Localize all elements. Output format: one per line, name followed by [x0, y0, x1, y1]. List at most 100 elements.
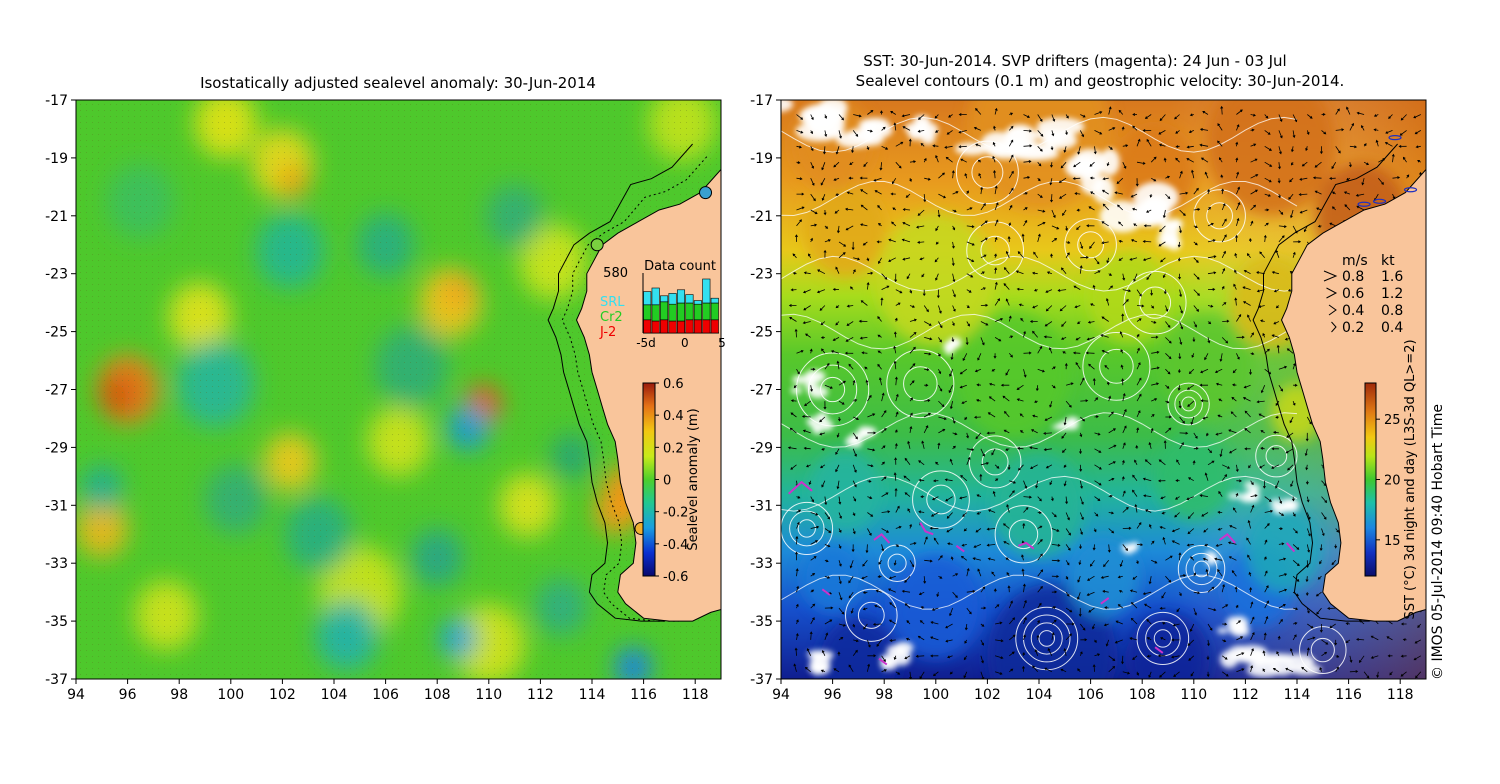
velocity-arrow [1292, 528, 1298, 534]
velocity-arrow [1243, 301, 1251, 306]
velocity-arrow [1051, 225, 1060, 230]
velocity-arrow [793, 384, 797, 389]
velocity-arrow [1146, 138, 1152, 147]
velocity-arrow [1108, 127, 1116, 131]
velocity-arrow [796, 509, 802, 513]
y-tick-label: -27 [45, 383, 68, 399]
velocity-arrow [1319, 623, 1323, 633]
velocity-arrow [909, 289, 913, 294]
y-tick-label: -25 [750, 325, 773, 341]
velocity-arrow [852, 623, 856, 628]
velocity-arrow [1136, 393, 1142, 402]
velocity-arrow [810, 603, 816, 609]
data-count-bar [676, 289, 686, 304]
velocity-arrow [1005, 448, 1010, 451]
velocity-arrow [1201, 512, 1209, 517]
velocity-arrow [1206, 432, 1209, 437]
velocity-arrow [1301, 161, 1308, 167]
velocity-arrow [1193, 208, 1201, 211]
velocity-arrow [1199, 128, 1209, 131]
velocity-arrow [790, 412, 797, 418]
velocity-arrow [1143, 224, 1152, 228]
velocity-arrow [1102, 589, 1109, 593]
velocity-arrow [852, 130, 859, 137]
velocity-arrow [1065, 576, 1069, 580]
velocity-arrow [909, 397, 913, 402]
velocity-arrow [994, 604, 1000, 609]
velocity-arrow [1221, 203, 1226, 211]
velocity-arrow [1159, 606, 1166, 610]
velocity-arrow [1077, 321, 1081, 325]
y-tick-label: -21 [45, 209, 68, 225]
velocity-arrow [931, 607, 939, 611]
drifter-track [1219, 532, 1236, 544]
velocity-arrow [1278, 496, 1283, 504]
drifter-track [873, 532, 891, 544]
velocity-arrow [1165, 175, 1171, 179]
velocity-arrow [1219, 448, 1223, 458]
velocity-arrow [930, 636, 939, 641]
velocity-arrow [1118, 239, 1123, 243]
velocity-arrow [1264, 177, 1272, 183]
velocity-arrow [1086, 591, 1095, 596]
velocity-arrow [929, 526, 939, 530]
velocity-arrow [1246, 253, 1251, 259]
velocity-arrow [917, 129, 925, 133]
velocity-arrow [975, 432, 982, 440]
velocity-arrow [819, 432, 826, 436]
sealevel-contour [797, 519, 816, 538]
velocity-arrow [819, 416, 826, 423]
velocity-arrow [852, 432, 858, 440]
velocity-arrow [877, 334, 882, 338]
velocity-arrow [1134, 504, 1138, 513]
velocity-arrow [909, 305, 916, 308]
velocity-arrow [881, 410, 887, 418]
velocity-arrow [977, 568, 982, 577]
velocity-arrow [1077, 576, 1081, 583]
velocity-arrow [1051, 384, 1056, 389]
velocity-arrow [890, 111, 897, 115]
velocity-arrow [1179, 209, 1186, 216]
velocity-arrow [1163, 157, 1167, 163]
data-count-bar [660, 301, 669, 321]
velocity-arrow [1236, 353, 1240, 360]
velocity-arrow [851, 241, 855, 251]
velocity-arrow [824, 362, 830, 370]
velocity-arrow [1165, 384, 1170, 389]
velocity-arrow [1122, 671, 1131, 675]
coastal-feature [1357, 201, 1371, 207]
velocity-arrow [851, 544, 855, 553]
velocity-arrow [918, 114, 925, 120]
velocity-arrow [1206, 655, 1210, 661]
velocity-arrow [995, 639, 1004, 643]
velocity-arrow [893, 472, 897, 481]
velocity-legend-arrow [1328, 304, 1337, 316]
velocity-arrow [1146, 618, 1152, 625]
velocity-arrow [917, 209, 925, 216]
velocity-arrow [1089, 176, 1095, 180]
sst-feature [1160, 314, 1254, 419]
sst-feature [1206, 100, 1336, 216]
sealevel-contour [1193, 560, 1210, 578]
velocity-arrow [1022, 652, 1026, 656]
velocity-arrow [1101, 189, 1109, 195]
velocity-arrow [821, 348, 826, 354]
y-tick-label: -29 [45, 440, 68, 456]
velocity-legend-arrow [1326, 287, 1338, 299]
drifter-track [1154, 646, 1164, 654]
velocity-arrow [1250, 665, 1254, 672]
cloud-patch [1056, 424, 1070, 431]
velocity-arrow [1063, 480, 1067, 487]
velocity-arrow [1101, 349, 1109, 354]
sealevel-contour [1139, 286, 1172, 319]
velocity-arrow [810, 178, 815, 186]
velocity-arrow [1189, 623, 1195, 632]
velocity-arrow [1051, 590, 1058, 594]
velocity-arrow [987, 412, 996, 418]
velocity-arrow [937, 353, 941, 357]
velocity-arrow [1243, 384, 1251, 389]
velocity-arrow [809, 631, 813, 640]
velocity-arrow [823, 249, 827, 258]
velocity-arrow [1386, 636, 1393, 641]
